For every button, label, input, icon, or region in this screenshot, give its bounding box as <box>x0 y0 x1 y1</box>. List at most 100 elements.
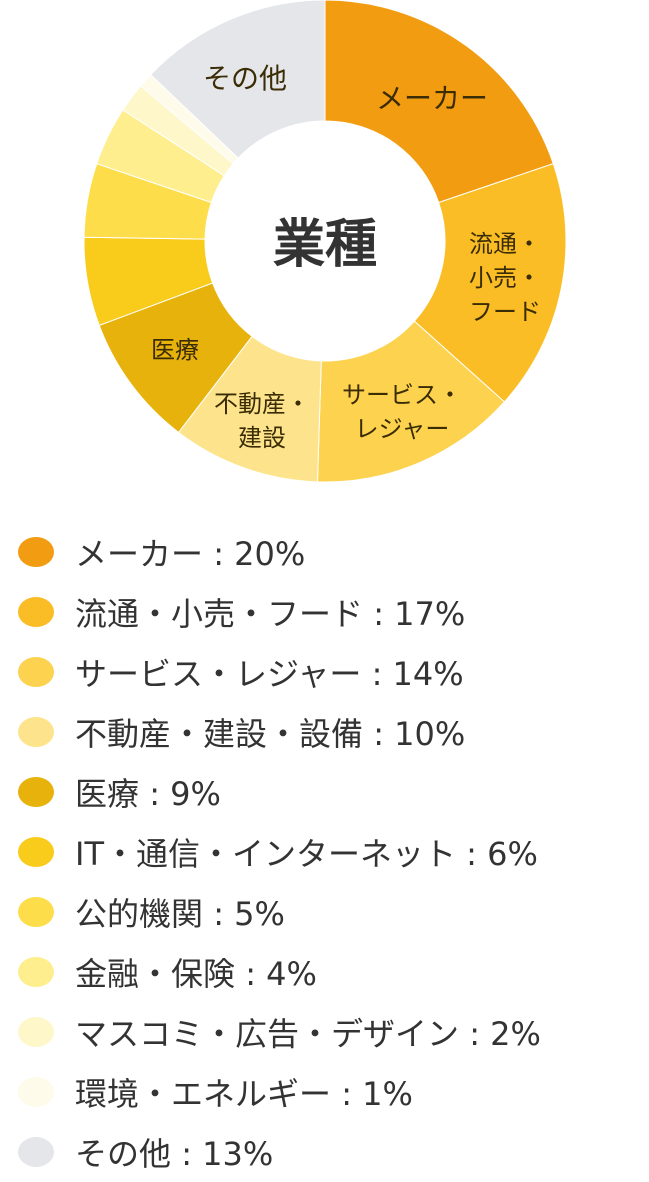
legend-dot-icon <box>18 957 54 987</box>
legend-item: 公的機関 : 5% <box>18 882 541 942</box>
legend-dot-icon <box>18 897 54 927</box>
legend-value: 14 <box>392 655 434 693</box>
slice-10 <box>149 0 326 159</box>
legend-label: 流通・小売・フード : 17% <box>75 589 465 635</box>
legend-category: マスコミ・広告・デザイン <box>75 1015 460 1053</box>
legend-value: 1 <box>362 1075 383 1113</box>
legend-separator: : <box>203 535 235 573</box>
legend-dot-icon <box>18 777 54 807</box>
legend-category: 不動産・建設・設備 <box>75 715 364 753</box>
legend-item: 金融・保険 : 4% <box>18 942 541 1002</box>
legend-label: 金融・保険 : 4% <box>75 949 317 995</box>
legend-label: 不動産・建設・設備 : 10% <box>75 709 465 755</box>
slice-label-line: 医療 <box>151 336 199 364</box>
slice-label-1: 流通・小売・フード <box>469 230 541 326</box>
legend-dot-icon <box>18 717 54 747</box>
slice-2 <box>316 320 506 483</box>
legend-unit: % <box>434 715 466 753</box>
legend-item: 環境・エネルギー : 1% <box>18 1062 541 1122</box>
legend-item: マスコミ・広告・デザイン : 2% <box>18 1002 541 1062</box>
legend-separator: : <box>171 1135 203 1173</box>
legend-category: サービス・レジャー <box>75 655 362 693</box>
legend-dot-icon <box>18 597 54 627</box>
legend-value: 6 <box>487 835 508 873</box>
legend-category: その他 <box>75 1135 172 1173</box>
slice-label-line: フード <box>469 298 541 326</box>
legend-label: メーカー : 20% <box>75 529 305 575</box>
legend-unit: % <box>274 535 306 573</box>
legend-separator: : <box>331 1075 363 1113</box>
legend-value: 10 <box>394 715 435 753</box>
legend-value: 2 <box>490 1015 511 1053</box>
legend-separator: : <box>235 955 267 993</box>
slice-label-line: メーカー <box>376 82 488 115</box>
legend-separator: : <box>456 835 488 873</box>
legend-value: 17 <box>394 595 435 633</box>
legend-dot-icon <box>18 537 54 567</box>
legend-category: メーカー <box>75 535 204 573</box>
slice-label-line: 流通・ <box>469 230 541 258</box>
slice-label-10: その他 <box>203 62 287 95</box>
slice-label-line: 建設 <box>238 424 286 452</box>
legend-dot-icon <box>18 837 54 867</box>
legend-value: 4 <box>266 955 287 993</box>
legend-unit: % <box>510 1015 541 1053</box>
legend-unit: % <box>382 1075 413 1113</box>
legend-unit: % <box>254 895 285 933</box>
slice-label-line: サービス・ <box>342 381 462 409</box>
legend-separator: : <box>459 1015 491 1053</box>
legend-category: IT・通信・インターネット <box>75 835 456 873</box>
legend-unit: % <box>507 835 538 873</box>
legend-value: 5 <box>234 895 255 933</box>
legend-unit: % <box>242 1135 274 1173</box>
legend-category: 金融・保険 <box>75 955 236 993</box>
legend-separator: : <box>361 655 393 693</box>
legend-item: 流通・小売・フード : 17% <box>18 582 541 642</box>
legend-dot-icon <box>18 1137 54 1167</box>
slice-label-0: メーカー <box>376 82 488 115</box>
legend-unit: % <box>286 955 317 993</box>
legend-value: 20 <box>234 535 275 573</box>
legend-label: その他 : 13% <box>75 1129 273 1175</box>
legend-item: メーカー : 20% <box>18 522 541 582</box>
legend-item: IT・通信・インターネット : 6% <box>18 822 541 882</box>
slice-0 <box>324 0 554 204</box>
legend-dot-icon <box>18 657 54 687</box>
legend-separator: : <box>139 775 171 813</box>
legend-item: サービス・レジャー : 14% <box>18 642 541 702</box>
slice-label-line: 不動産・ <box>214 390 310 418</box>
legend-separator: : <box>203 895 235 933</box>
legend-item: 不動産・建設・設備 : 10% <box>18 702 541 762</box>
slice-label-3: 不動産・建設 <box>214 390 310 452</box>
legend-category: 環境・エネルギー <box>75 1075 332 1113</box>
legend-dot-icon <box>18 1077 54 1107</box>
slice-label-line: 小売・ <box>469 264 541 292</box>
legend-item: その他 : 13% <box>18 1122 541 1182</box>
legend-category: 医療 <box>75 775 140 813</box>
legend: メーカー : 20% 流通・小売・フード : 17% サービス・レジャー : 14%… <box>18 522 541 1182</box>
legend-label: 環境・エネルギー : 1% <box>75 1069 413 1115</box>
slice-1 <box>413 163 567 403</box>
slice-label-2: サービス・レジャー <box>342 381 462 443</box>
legend-value: 9 <box>170 775 191 813</box>
legend-dot-icon <box>18 1017 54 1047</box>
legend-label: IT・通信・インターネット : 6% <box>75 829 538 875</box>
legend-label: 公的機関 : 5% <box>75 889 285 935</box>
legend-unit: % <box>433 655 464 693</box>
slice-label-4: 医療 <box>151 336 199 364</box>
legend-category: 公的機関 <box>75 895 204 933</box>
legend-category: 流通・小売・フード <box>75 595 364 633</box>
legend-unit: % <box>434 595 466 633</box>
legend-separator: : <box>363 595 395 633</box>
legend-unit: % <box>190 775 221 813</box>
center-title: 業種 <box>273 215 377 275</box>
legend-label: マスコミ・広告・デザイン : 2% <box>75 1009 541 1055</box>
legend-label: サービス・レジャー : 14% <box>75 649 464 695</box>
legend-separator: : <box>363 715 395 753</box>
legend-value: 13 <box>202 1135 243 1173</box>
slice-label-line: その他 <box>203 62 287 95</box>
legend-label: 医療 : 9% <box>75 769 221 815</box>
slice-label-line: レジャー <box>355 415 450 443</box>
legend-item: 医療 : 9% <box>18 762 541 822</box>
